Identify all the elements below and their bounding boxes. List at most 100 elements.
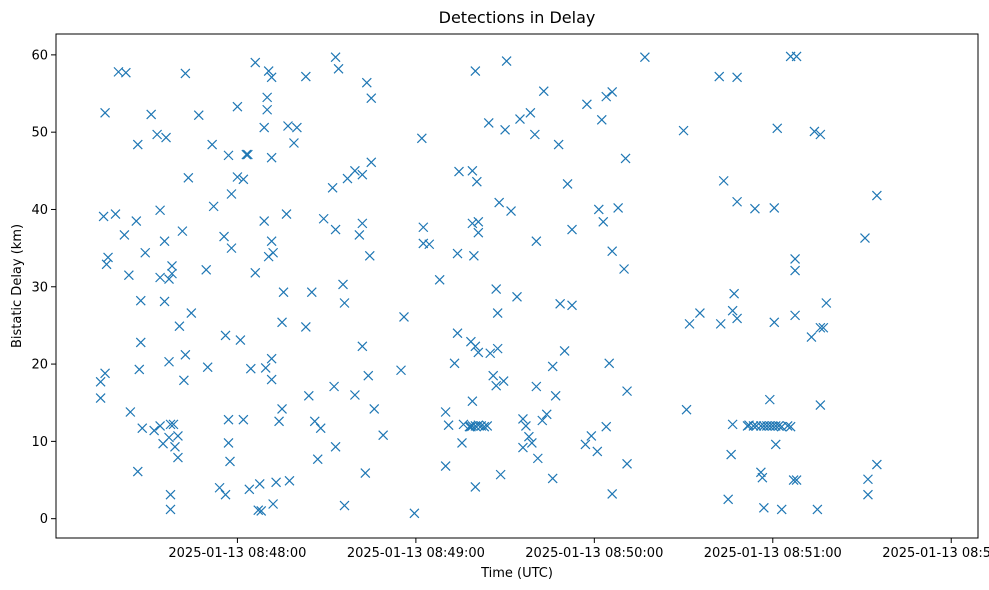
data-point-marker: [525, 107, 536, 118]
data-point-marker: [622, 458, 632, 469]
data-point-marker: [327, 182, 338, 193]
data-point-marker: [815, 400, 826, 410]
data-point-marker: [135, 337, 146, 348]
data-point-marker: [329, 381, 340, 392]
data-point-marker: [607, 87, 618, 97]
data-point-marker: [537, 415, 548, 426]
data-point-marker: [452, 248, 463, 259]
data-point-marker: [164, 356, 174, 367]
data-point-marker: [467, 396, 478, 407]
data-point-marker: [330, 224, 341, 235]
data-point-marker: [518, 442, 528, 453]
data-point-marker: [495, 469, 506, 480]
data-point-marker: [470, 341, 481, 352]
data-point-marker: [485, 348, 496, 359]
data-point-marker: [95, 376, 106, 387]
data-point-marker: [300, 322, 311, 332]
data-point-marker: [769, 317, 780, 328]
data-point-marker: [333, 63, 344, 74]
data-point-marker: [732, 196, 743, 207]
data-point-marker: [863, 474, 873, 485]
x-tick-label: 2025-01-13 08:51:00: [704, 546, 842, 561]
data-point-marker: [201, 264, 212, 275]
data-point-marker: [520, 420, 531, 431]
data-point-marker: [541, 409, 552, 420]
data-point-marker: [470, 66, 481, 77]
data-point-marker: [538, 86, 549, 97]
data-point-marker: [260, 363, 271, 373]
data-point-marker: [180, 349, 191, 360]
data-point-marker: [580, 439, 591, 450]
chart-title: Detections in Delay: [439, 8, 596, 27]
data-point-marker: [235, 335, 246, 346]
data-point-marker: [266, 353, 277, 364]
data-point-marker: [559, 346, 570, 356]
data-point-marker: [791, 51, 802, 62]
data-point-marker: [315, 423, 326, 434]
data-point-marker: [259, 122, 270, 133]
data-point-marker: [318, 213, 329, 224]
data-point-marker: [639, 52, 650, 63]
data-point-marker: [283, 121, 293, 131]
data-point-marker: [165, 504, 176, 515]
data-point-marker: [500, 124, 511, 135]
data-point-marker: [98, 211, 109, 222]
data-point-marker: [473, 216, 484, 227]
data-point-marker: [598, 216, 609, 227]
data-point-marker: [357, 341, 368, 352]
data-point-marker: [567, 300, 577, 311]
data-point-marker: [349, 165, 360, 176]
data-point-marker: [470, 482, 481, 492]
data-point-marker: [723, 494, 734, 505]
data-point-marker: [165, 419, 176, 430]
data-point-marker: [369, 403, 380, 414]
data-point-marker: [155, 420, 166, 431]
data-point-marker: [259, 216, 270, 226]
data-point-marker: [278, 287, 289, 298]
data-point-marker: [378, 430, 389, 441]
data-point-marker: [250, 57, 261, 68]
data-point-marker: [755, 467, 766, 478]
data-point-marker: [271, 477, 282, 488]
y-axis-title: Bistatic Delay (km): [10, 224, 25, 348]
data-point-marker: [443, 420, 454, 431]
data-point-marker: [473, 227, 484, 238]
data-point-marker: [607, 246, 618, 257]
data-point-marker: [596, 114, 607, 125]
data-point-marker: [134, 364, 145, 375]
data-point-marker: [232, 172, 243, 182]
data-point-marker: [532, 453, 543, 464]
data-point-marker: [238, 174, 249, 185]
data-point-marker: [361, 77, 372, 88]
data-point-marker: [339, 298, 350, 308]
data-point-marker: [277, 317, 287, 328]
data-point-marker: [491, 284, 502, 295]
data-point-marker: [751, 420, 762, 431]
data-point-marker: [526, 437, 537, 448]
data-point-marker: [303, 390, 314, 401]
data-point-marker: [193, 110, 204, 121]
data-point-marker: [180, 68, 191, 79]
data-point-marker: [732, 72, 743, 83]
data-point-marker: [262, 104, 273, 115]
data-point-marker: [119, 230, 130, 240]
y-tick-label: 40: [31, 203, 48, 218]
data-point-marker: [226, 189, 237, 199]
data-point-marker: [226, 243, 237, 254]
data-point-marker: [494, 197, 505, 208]
data-point-marker: [458, 419, 469, 430]
data-point-marker: [168, 419, 179, 430]
data-point-marker: [586, 431, 597, 441]
data-point-marker: [491, 380, 502, 391]
data-point-marker: [553, 139, 564, 150]
data-point-marker: [366, 93, 377, 104]
data-point-marker: [471, 176, 482, 187]
data-point-marker: [214, 482, 225, 493]
data-point-marker: [492, 343, 503, 354]
data-point-marker: [790, 310, 801, 321]
data-point-marker: [183, 172, 194, 183]
data-point-marker: [457, 437, 467, 448]
x-axis-title: Time (UTC): [480, 566, 553, 581]
data-point-marker: [788, 475, 799, 485]
data-point-marker: [131, 216, 142, 226]
